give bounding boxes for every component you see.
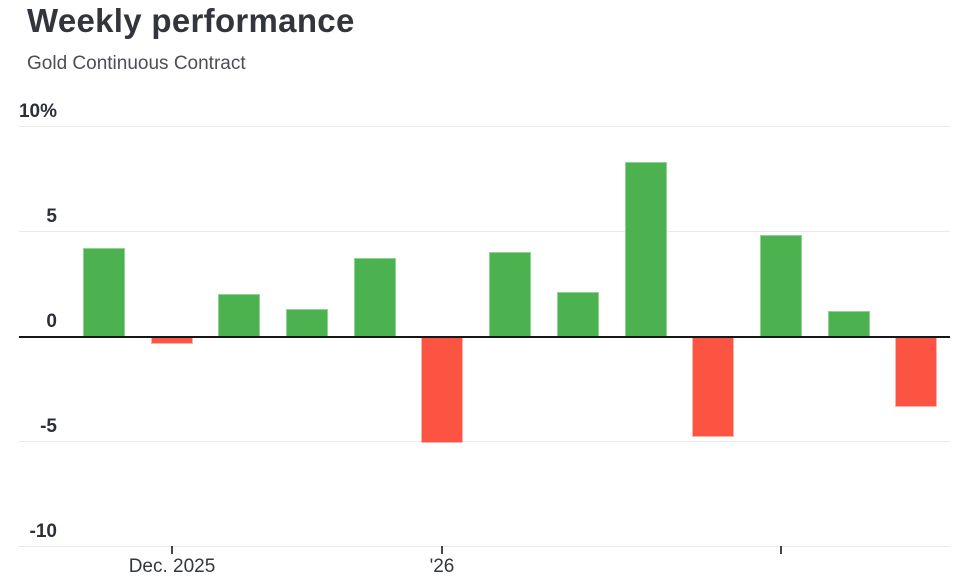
chart-title: Weekly performance	[27, 2, 355, 39]
x-axis-tick	[441, 546, 443, 554]
y-axis-label: 0	[46, 311, 57, 332]
gridline-5	[19, 231, 950, 232]
chart-subtitle: Gold Continuous Contract	[27, 53, 246, 74]
bar-week-12[interactable]	[828, 311, 870, 336]
bar-week-13[interactable]	[895, 336, 937, 407]
x-axis-label: '26	[429, 556, 455, 577]
x-axis-tick	[780, 546, 782, 554]
y-axis-label: -10	[29, 521, 57, 542]
bar-week-6[interactable]	[421, 336, 463, 443]
bar-week-3[interactable]	[218, 294, 260, 336]
bar-week-11[interactable]	[760, 235, 802, 336]
zero-axis-line	[19, 336, 950, 338]
gridline--10	[19, 546, 950, 547]
x-axis-label: Dec. 2025	[128, 556, 216, 577]
bar-week-1[interactable]	[83, 248, 125, 336]
bar-week-5[interactable]	[354, 258, 396, 336]
y-axis-label: 5	[46, 206, 57, 227]
y-axis-label: 10%	[18, 101, 57, 122]
bar-week-10[interactable]	[692, 336, 734, 437]
bar-week-9[interactable]	[625, 162, 667, 336]
gridline--5	[19, 441, 950, 442]
gridline-10	[19, 126, 950, 127]
x-axis-tick	[171, 546, 173, 554]
bar-week-4[interactable]	[286, 309, 328, 336]
bar-week-7[interactable]	[489, 252, 531, 336]
bar-week-8[interactable]	[557, 292, 599, 336]
bar-week-2[interactable]	[151, 336, 193, 344]
y-axis-label: -5	[40, 416, 57, 437]
